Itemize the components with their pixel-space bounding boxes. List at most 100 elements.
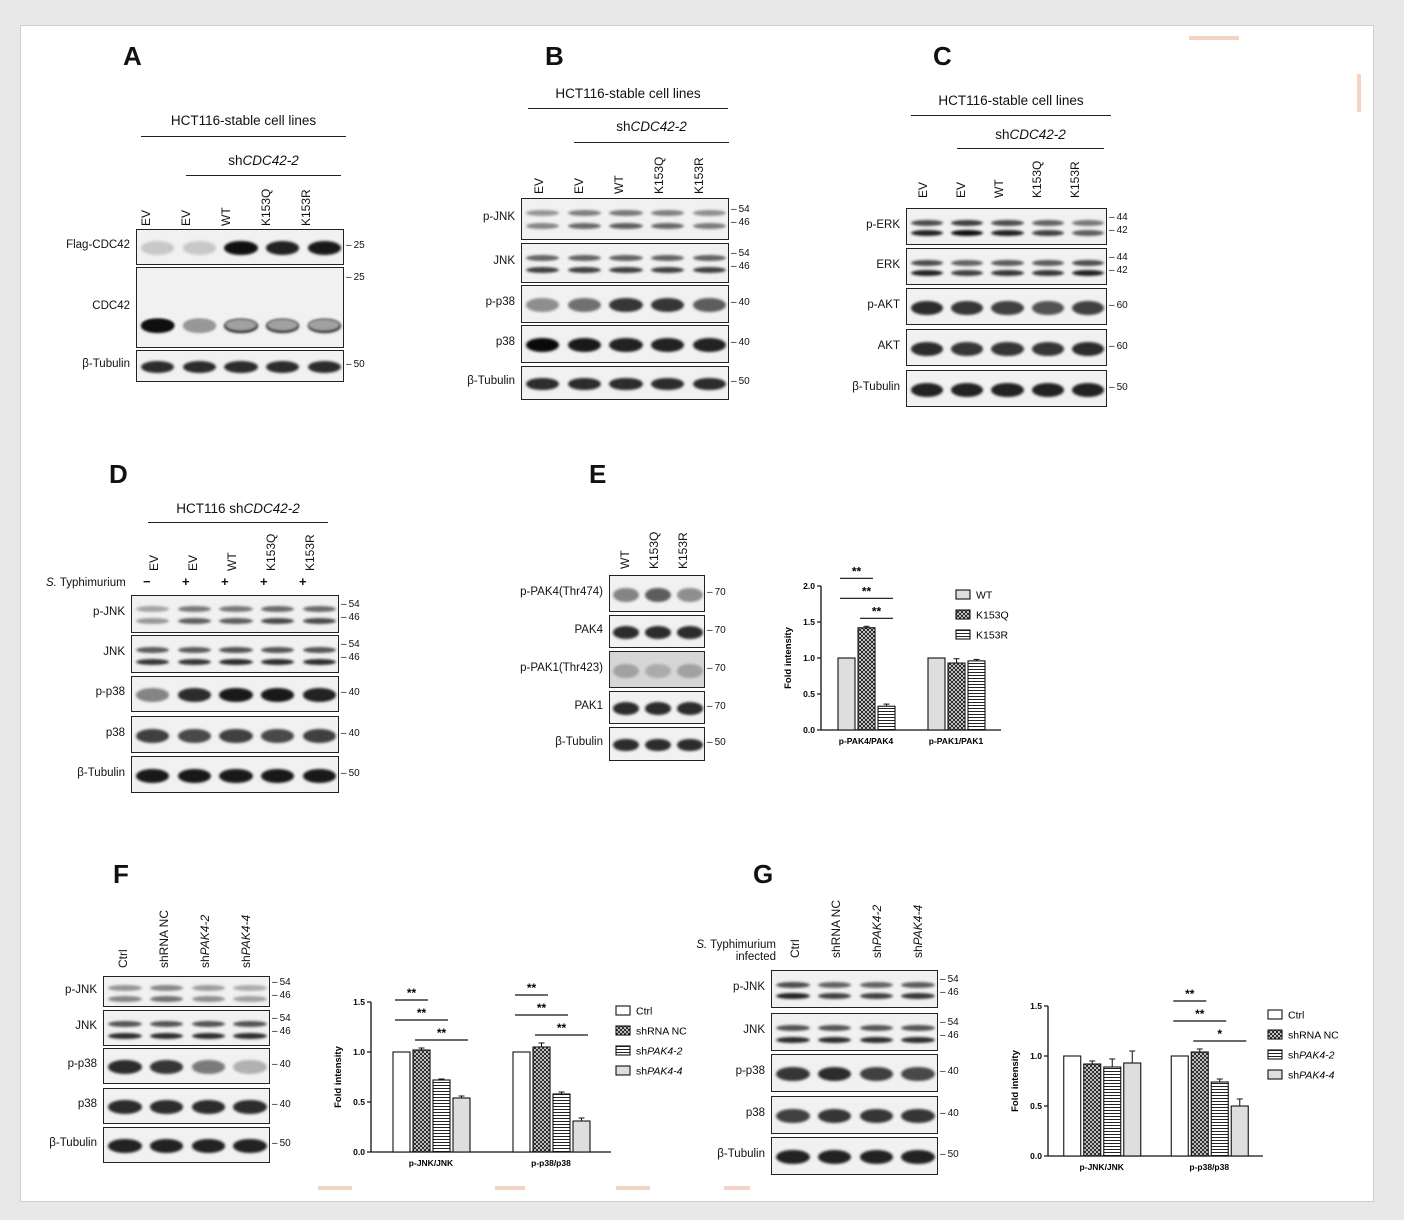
y-tick-label: 0.0 bbox=[803, 725, 815, 735]
band bbox=[149, 1021, 184, 1027]
significance-label: ** bbox=[407, 986, 417, 1000]
blot-label: β-Tubulin bbox=[82, 358, 130, 370]
legend-swatch bbox=[615, 1005, 631, 1016]
band bbox=[901, 1037, 935, 1043]
y-axis-label: Fold intensity bbox=[333, 1045, 344, 1107]
band bbox=[219, 659, 253, 665]
mw-marker: 40 bbox=[940, 1108, 959, 1119]
blot-panel bbox=[521, 366, 729, 400]
bar bbox=[1210, 1081, 1229, 1157]
band bbox=[776, 1067, 810, 1081]
band bbox=[219, 768, 253, 783]
significance-label: ** bbox=[1195, 1007, 1205, 1021]
band bbox=[776, 1025, 810, 1031]
band bbox=[260, 618, 295, 624]
legend-swatch bbox=[955, 609, 971, 620]
blot-label: p-JNK bbox=[93, 606, 125, 618]
band bbox=[991, 382, 1024, 397]
blot-panel bbox=[906, 248, 1107, 285]
band bbox=[951, 229, 984, 236]
mw-marker: 54 bbox=[272, 977, 291, 988]
legend-label: shRNA NC bbox=[636, 1026, 687, 1038]
band bbox=[302, 688, 336, 702]
band bbox=[567, 210, 602, 216]
band bbox=[149, 1100, 184, 1114]
band bbox=[149, 1139, 184, 1153]
band bbox=[692, 267, 726, 273]
treatment-sign: + bbox=[182, 574, 190, 589]
bar bbox=[1230, 1105, 1249, 1157]
bar bbox=[412, 1049, 431, 1153]
mw-marker: 50 bbox=[1109, 382, 1128, 393]
group-underline bbox=[148, 522, 328, 523]
y-tick-label: 2.0 bbox=[803, 581, 815, 591]
blot-panel bbox=[521, 285, 729, 323]
lane-label: K153Q bbox=[652, 156, 666, 194]
band bbox=[817, 1150, 852, 1164]
mw-marker: 70 bbox=[707, 701, 726, 712]
lane-label: Ctrl bbox=[116, 949, 130, 968]
blot-label: p-p38 bbox=[67, 1058, 97, 1070]
band bbox=[650, 255, 685, 261]
band bbox=[260, 768, 295, 783]
band bbox=[911, 269, 944, 276]
band bbox=[526, 210, 560, 216]
significance-label: ** bbox=[437, 1026, 447, 1040]
lane-label: EV bbox=[179, 209, 193, 226]
y-tick-label: 0.5 bbox=[803, 689, 815, 699]
lane-label: WT bbox=[618, 550, 632, 569]
group-header: shCDC42-2 bbox=[228, 153, 299, 168]
blot-panel bbox=[906, 288, 1107, 325]
band bbox=[677, 663, 703, 678]
band bbox=[265, 360, 300, 374]
band bbox=[225, 319, 257, 331]
band bbox=[266, 319, 299, 331]
band bbox=[901, 982, 935, 988]
mw-marker: 46 bbox=[940, 1030, 959, 1041]
band bbox=[308, 319, 340, 331]
band bbox=[191, 1021, 226, 1027]
blot-panel bbox=[906, 370, 1107, 407]
band bbox=[108, 1100, 142, 1114]
blot-label: p-JNK bbox=[65, 983, 97, 996]
mw-marker: 46 bbox=[272, 1026, 291, 1037]
bar bbox=[572, 1120, 591, 1153]
band bbox=[613, 738, 639, 752]
band bbox=[609, 377, 643, 391]
x-category-label: p-p38/p38 bbox=[531, 1158, 571, 1168]
mw-marker: 60 bbox=[1109, 341, 1128, 352]
mw-marker: 70 bbox=[707, 625, 726, 636]
band bbox=[991, 269, 1024, 276]
bar-chart-g: 0.0 0.5 1.0 1.5 Fold intensity p-JNK/JNK p-p38… bbox=[1010, 987, 1339, 1172]
blot-label: ERK bbox=[876, 258, 900, 271]
y-tick-label: 1.5 bbox=[1030, 1001, 1042, 1011]
band bbox=[224, 241, 258, 255]
band bbox=[567, 377, 602, 391]
band bbox=[609, 267, 643, 273]
blot-panel bbox=[136, 350, 344, 382]
band bbox=[177, 688, 212, 702]
blot-label: CDC42 bbox=[92, 299, 130, 312]
band bbox=[149, 1060, 184, 1074]
blot-panel bbox=[103, 1048, 270, 1084]
decorative-mark bbox=[495, 1186, 525, 1190]
mw-marker: 40 bbox=[731, 297, 750, 308]
band bbox=[901, 993, 935, 999]
band bbox=[567, 255, 602, 261]
legend-label: shPAK4-2 bbox=[636, 1046, 683, 1058]
lane-label: WT bbox=[612, 175, 626, 194]
band bbox=[141, 360, 175, 374]
bar bbox=[1123, 1062, 1142, 1157]
legend-label: shPAK4-4 bbox=[1288, 1070, 1335, 1082]
legend-swatch bbox=[1267, 1069, 1283, 1080]
blot-label: β-Tubulin bbox=[49, 1137, 97, 1149]
mw-marker: 54 bbox=[940, 974, 959, 985]
mw-marker: 40 bbox=[272, 1059, 291, 1070]
lane-label: K153Q bbox=[647, 531, 661, 569]
group-header: HCT116-stable cell lines bbox=[170, 113, 317, 128]
x-category-label: p-JNK/JNK bbox=[1080, 1162, 1125, 1172]
bar bbox=[1063, 1055, 1082, 1157]
lane-label: EV bbox=[572, 177, 586, 194]
blot-panel bbox=[131, 756, 339, 793]
y-tick-label: 1.0 bbox=[353, 1047, 365, 1057]
